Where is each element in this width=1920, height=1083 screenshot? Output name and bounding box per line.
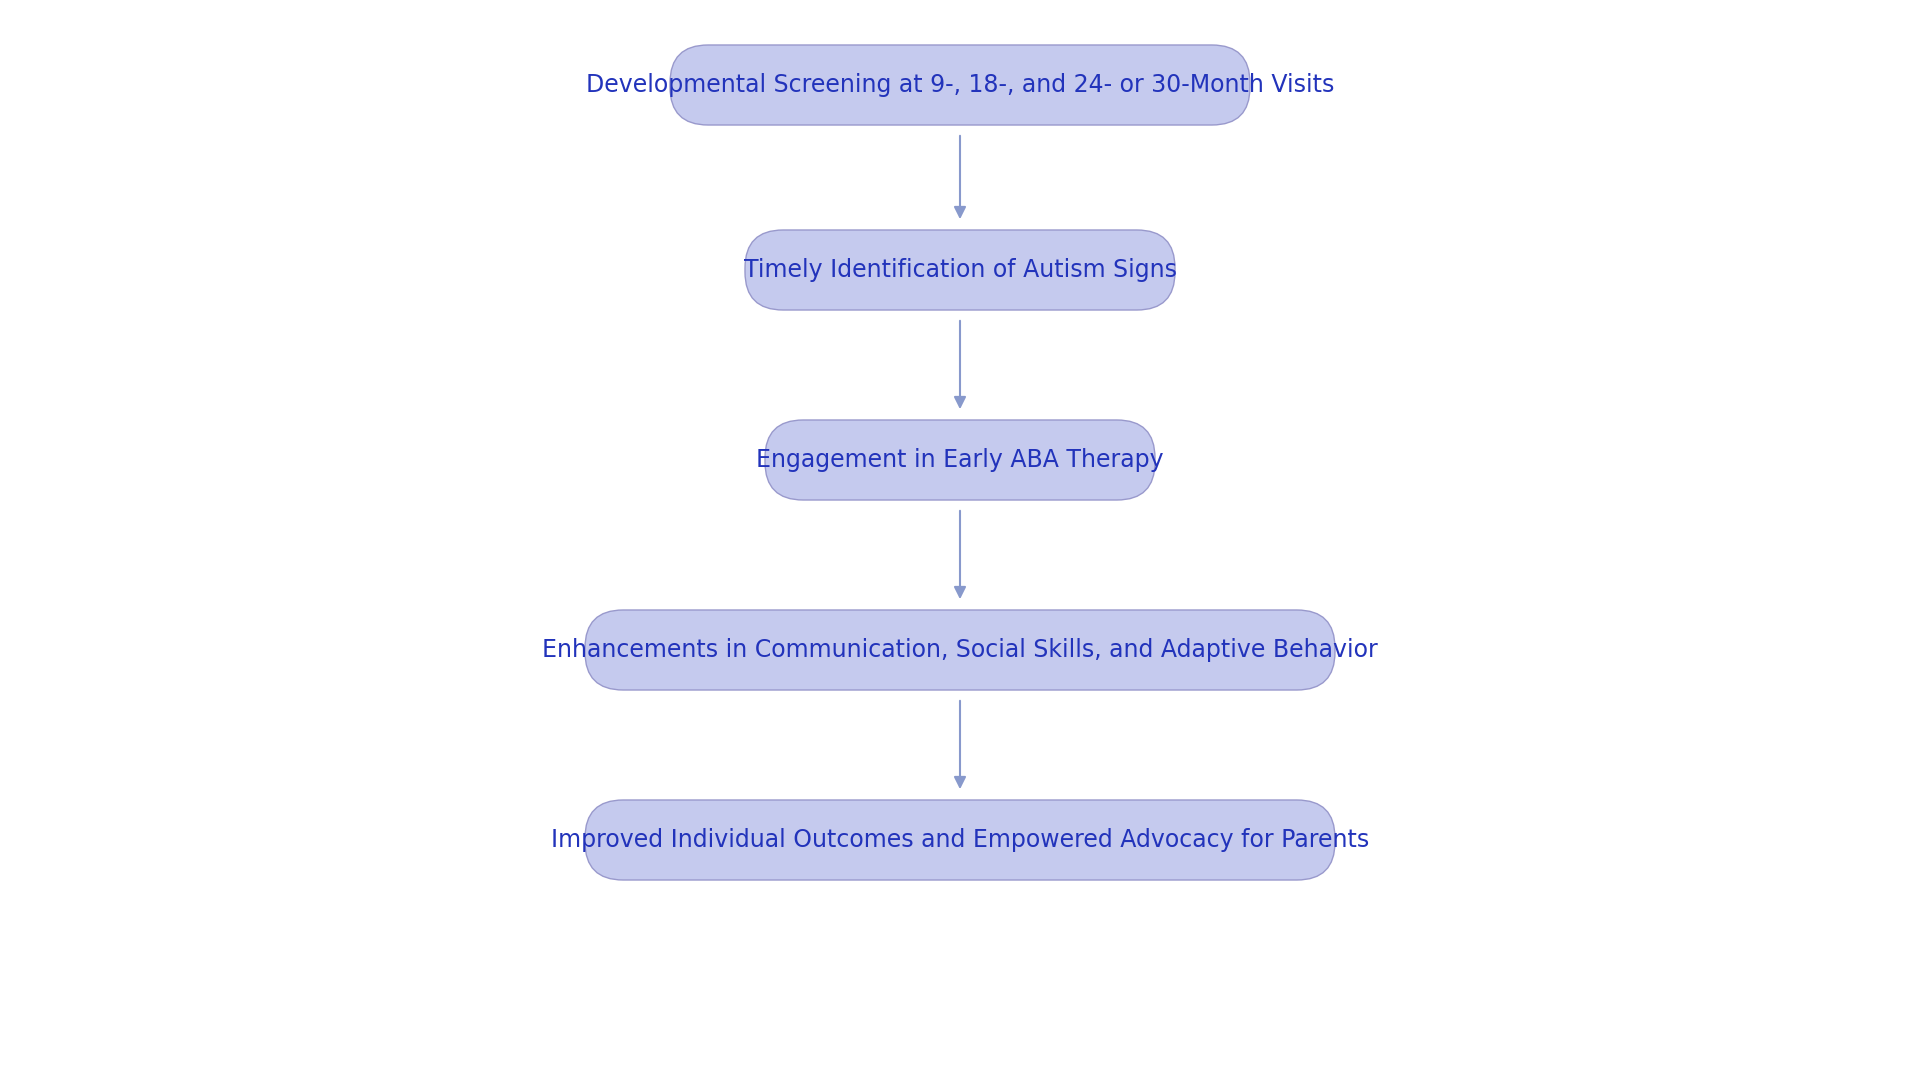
FancyBboxPatch shape bbox=[670, 45, 1250, 125]
FancyBboxPatch shape bbox=[586, 800, 1334, 880]
FancyBboxPatch shape bbox=[745, 230, 1175, 310]
Text: Enhancements in Communication, Social Skills, and Adaptive Behavior: Enhancements in Communication, Social Sk… bbox=[541, 638, 1379, 662]
FancyBboxPatch shape bbox=[764, 420, 1156, 500]
Text: Improved Individual Outcomes and Empowered Advocacy for Parents: Improved Individual Outcomes and Empower… bbox=[551, 828, 1369, 852]
Text: Timely Identification of Autism Signs: Timely Identification of Autism Signs bbox=[743, 258, 1177, 282]
FancyBboxPatch shape bbox=[586, 610, 1334, 690]
Text: Developmental Screening at 9-, 18-, and 24- or 30-Month Visits: Developmental Screening at 9-, 18-, and … bbox=[586, 73, 1334, 97]
Text: Engagement in Early ABA Therapy: Engagement in Early ABA Therapy bbox=[756, 448, 1164, 472]
